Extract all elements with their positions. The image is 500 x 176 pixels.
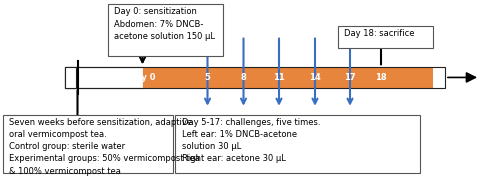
Text: Day 5-17: challenges, five times.
Left ear: 1% DNCB-acetone
solution 30 μL
Right: Day 5-17: challenges, five times. Left e… (182, 118, 320, 163)
Text: Day 18: sacrifice: Day 18: sacrifice (344, 29, 414, 38)
Text: 18: 18 (375, 73, 387, 82)
FancyBboxPatch shape (65, 67, 76, 87)
FancyBboxPatch shape (175, 115, 420, 173)
FancyBboxPatch shape (142, 67, 433, 87)
Text: 17: 17 (344, 73, 356, 82)
FancyBboxPatch shape (338, 26, 432, 48)
Text: Day 0: Day 0 (129, 73, 156, 82)
Text: 11: 11 (273, 73, 285, 82)
FancyBboxPatch shape (2, 115, 172, 173)
Text: Seven weeks before sensitization, adaptive
oral vermicompost tea.
Control group:: Seven weeks before sensitization, adapti… (9, 118, 200, 175)
FancyBboxPatch shape (65, 67, 142, 87)
Text: 14: 14 (309, 73, 321, 82)
FancyBboxPatch shape (432, 67, 445, 87)
FancyBboxPatch shape (108, 4, 222, 56)
Text: Day 0: sensitization
Abdomen: 7% DNCB-
acetone solution 150 μL: Day 0: sensitization Abdomen: 7% DNCB- a… (114, 7, 215, 41)
Text: 5: 5 (204, 73, 210, 82)
Text: 8: 8 (240, 73, 246, 82)
